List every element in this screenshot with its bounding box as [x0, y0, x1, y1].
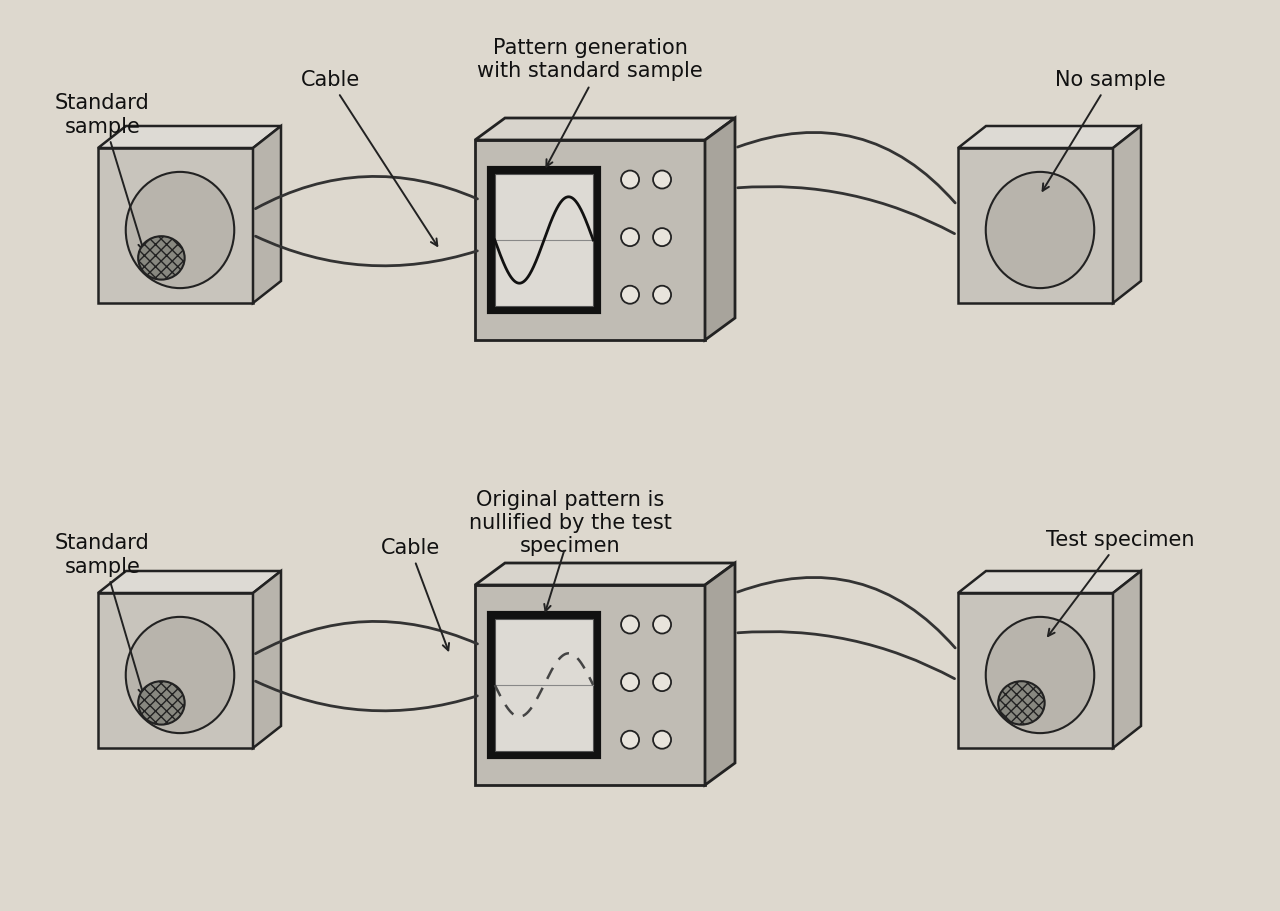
Text: Original pattern is
nullified by the test
specimen: Original pattern is nullified by the tes…	[468, 490, 672, 557]
Polygon shape	[495, 619, 593, 751]
Polygon shape	[475, 585, 705, 785]
Text: Test specimen: Test specimen	[1046, 530, 1194, 636]
Polygon shape	[489, 613, 599, 757]
Ellipse shape	[125, 172, 234, 288]
Circle shape	[621, 673, 639, 691]
Text: No sample: No sample	[1043, 70, 1165, 190]
Polygon shape	[99, 126, 282, 148]
Polygon shape	[99, 593, 253, 748]
Polygon shape	[253, 571, 282, 748]
Circle shape	[653, 616, 671, 633]
Ellipse shape	[138, 681, 184, 724]
Circle shape	[653, 731, 671, 749]
Polygon shape	[475, 140, 705, 340]
Ellipse shape	[138, 236, 184, 280]
Circle shape	[621, 228, 639, 246]
Ellipse shape	[986, 617, 1094, 733]
Circle shape	[621, 616, 639, 633]
Polygon shape	[99, 148, 253, 303]
Text: Cable: Cable	[301, 70, 438, 246]
Ellipse shape	[986, 172, 1094, 288]
Polygon shape	[705, 118, 735, 340]
Circle shape	[653, 228, 671, 246]
Polygon shape	[957, 148, 1114, 303]
Polygon shape	[957, 593, 1114, 748]
Text: Standard
sample: Standard sample	[55, 534, 150, 695]
Ellipse shape	[998, 681, 1044, 724]
Ellipse shape	[125, 617, 234, 733]
Polygon shape	[475, 118, 735, 140]
Polygon shape	[253, 126, 282, 303]
Circle shape	[653, 673, 671, 691]
Circle shape	[621, 731, 639, 749]
Polygon shape	[1114, 126, 1140, 303]
Circle shape	[653, 286, 671, 303]
Polygon shape	[1114, 571, 1140, 748]
Circle shape	[621, 170, 639, 189]
Polygon shape	[957, 571, 1140, 593]
Polygon shape	[99, 571, 282, 593]
Circle shape	[621, 286, 639, 303]
Text: Pattern generation
with standard sample: Pattern generation with standard sample	[477, 38, 703, 81]
Polygon shape	[957, 126, 1140, 148]
Polygon shape	[495, 174, 593, 306]
Polygon shape	[705, 563, 735, 785]
Text: Cable: Cable	[380, 538, 449, 650]
Polygon shape	[475, 563, 735, 585]
Circle shape	[653, 170, 671, 189]
Polygon shape	[489, 168, 599, 312]
Text: Standard
sample: Standard sample	[55, 94, 150, 251]
